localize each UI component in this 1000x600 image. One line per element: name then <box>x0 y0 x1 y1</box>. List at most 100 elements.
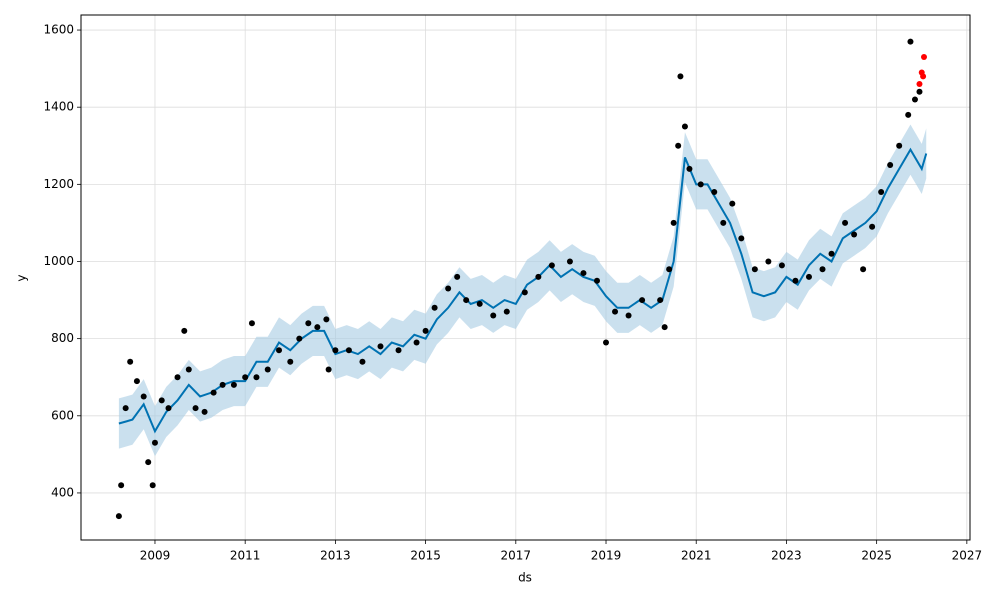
data-point <box>661 324 668 331</box>
data-point <box>851 231 858 238</box>
data-point <box>911 96 918 103</box>
data-point <box>792 277 799 284</box>
y-axis-label: y <box>15 274 29 281</box>
x-tick-label: 2025 <box>861 549 892 563</box>
x-axis-label: ds <box>518 571 532 585</box>
data-point <box>869 223 876 230</box>
data-point <box>181 327 188 334</box>
data-point <box>359 358 366 365</box>
data-point <box>905 111 912 118</box>
data-point <box>916 81 923 88</box>
data-point <box>920 54 927 61</box>
y-tick-label: 1000 <box>43 254 74 268</box>
data-point <box>454 273 461 280</box>
data-point <box>805 273 812 280</box>
data-point <box>666 266 673 273</box>
data-point <box>738 235 745 242</box>
y-tick-label: 1400 <box>43 100 74 114</box>
x-tick-label: 2027 <box>952 549 983 563</box>
data-point <box>242 374 249 381</box>
data-point <box>842 219 849 226</box>
x-tick-label: 2021 <box>681 549 712 563</box>
data-point <box>765 258 772 265</box>
data-point <box>778 262 785 269</box>
data-point <box>819 266 826 273</box>
x-tick-label: 2011 <box>230 549 261 563</box>
x-tick-label: 2023 <box>771 549 802 563</box>
data-point <box>185 366 192 373</box>
data-point <box>670 219 677 226</box>
data-point <box>276 347 283 354</box>
data-point <box>140 393 147 400</box>
data-point <box>686 165 693 172</box>
data-point <box>878 189 885 196</box>
data-point <box>580 270 587 277</box>
x-tick-label: 2013 <box>320 549 351 563</box>
data-point <box>535 273 542 280</box>
data-point <box>305 320 312 327</box>
data-point <box>332 347 339 354</box>
data-point <box>174 374 181 381</box>
data-point <box>916 88 923 95</box>
forecast-line <box>118 147 928 434</box>
data-point <box>490 312 497 319</box>
data-point <box>431 304 438 311</box>
data-point <box>828 250 835 257</box>
x-tick-label: 2017 <box>501 549 532 563</box>
data-point <box>463 297 470 304</box>
data-point <box>593 277 600 284</box>
data-point <box>729 200 736 207</box>
y-tick-label: 1600 <box>43 23 74 37</box>
data-point <box>612 308 619 315</box>
data-point <box>907 38 914 45</box>
data-point <box>127 358 134 365</box>
data-point <box>287 358 294 365</box>
x-tick-label: 2015 <box>410 549 441 563</box>
data-point <box>151 439 158 446</box>
data-point <box>860 266 867 273</box>
data-point <box>248 320 255 327</box>
y-tick-label: 800 <box>51 331 74 345</box>
y-tick-label: 400 <box>51 485 74 499</box>
data-point <box>657 297 664 304</box>
data-point <box>603 339 610 346</box>
data-point <box>314 324 321 331</box>
data-point <box>201 408 208 415</box>
data-point <box>896 142 903 149</box>
data-point <box>210 389 217 396</box>
y-tick-label: 1200 <box>43 177 74 191</box>
data-point <box>122 405 129 412</box>
data-point <box>548 262 555 269</box>
data-point <box>521 289 528 296</box>
data-point <box>711 189 718 196</box>
data-point <box>697 181 704 188</box>
x-tick-label: 2009 <box>140 549 171 563</box>
data-point <box>920 73 927 80</box>
data-point <box>158 397 165 404</box>
data-point <box>395 347 402 354</box>
x-tick-label: 2019 <box>591 549 622 563</box>
data-point <box>625 312 632 319</box>
data-point <box>296 335 303 342</box>
data-point <box>751 266 758 273</box>
data-point <box>192 405 199 412</box>
data-point <box>476 300 483 307</box>
data-point <box>145 459 152 466</box>
data-point <box>253 374 260 381</box>
data-point <box>720 219 727 226</box>
data-point <box>503 308 510 315</box>
data-point <box>566 258 573 265</box>
data-point <box>345 347 352 354</box>
data-point <box>133 378 140 385</box>
data-point <box>118 482 125 489</box>
data-point <box>219 381 226 388</box>
data-point <box>323 316 330 323</box>
y-tick-label: 600 <box>51 408 74 422</box>
data-point <box>422 327 429 334</box>
data-point <box>230 381 237 388</box>
plot-frame <box>80 14 971 541</box>
data-point <box>325 366 332 373</box>
data-point <box>681 123 688 130</box>
data-point <box>639 297 646 304</box>
